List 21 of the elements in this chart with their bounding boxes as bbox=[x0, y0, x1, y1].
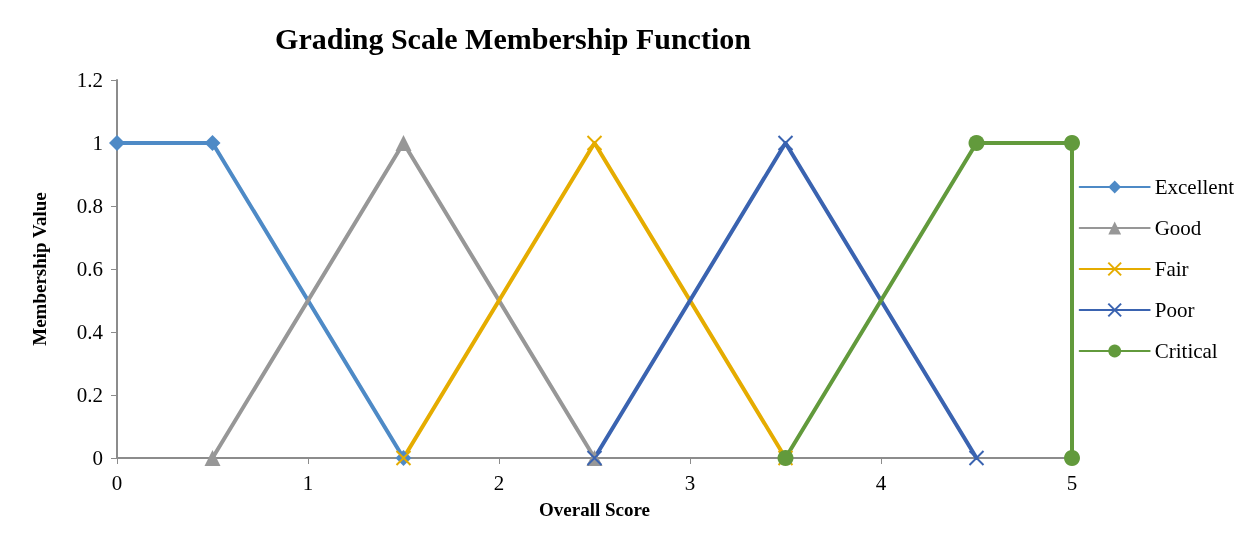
x-tick-label: 5 bbox=[1066, 470, 1078, 495]
y-tick-label: 0.6 bbox=[76, 257, 103, 281]
legend-label: Poor bbox=[1154, 298, 1195, 322]
y-axis-title: Membership Value bbox=[29, 192, 50, 346]
legend-label: Good bbox=[1154, 216, 1202, 240]
y-tick-label: 0.4 bbox=[76, 320, 104, 344]
x-axis-title: Overall Score bbox=[539, 499, 650, 520]
x-tick-label: 0 bbox=[111, 470, 123, 495]
y-tick-label: 0.8 bbox=[76, 194, 103, 218]
y-tick-label: 1 bbox=[92, 131, 103, 155]
y-tick-label: 0.2 bbox=[76, 383, 103, 407]
x-tick-label: 3 bbox=[684, 470, 696, 495]
legend-label: Excellent bbox=[1154, 175, 1235, 199]
x-tick-label: 1 bbox=[302, 470, 314, 495]
y-tick-label: 0 bbox=[92, 446, 103, 470]
chart-title: Grading Scale Membership Function bbox=[275, 21, 752, 55]
x-tick-label: 4 bbox=[875, 470, 887, 495]
y-tick-label: 1.2 bbox=[76, 68, 103, 92]
x-tick-label: 2 bbox=[493, 470, 505, 495]
legend-label: Fair bbox=[1154, 257, 1189, 281]
legend-label: Critical bbox=[1154, 339, 1218, 363]
